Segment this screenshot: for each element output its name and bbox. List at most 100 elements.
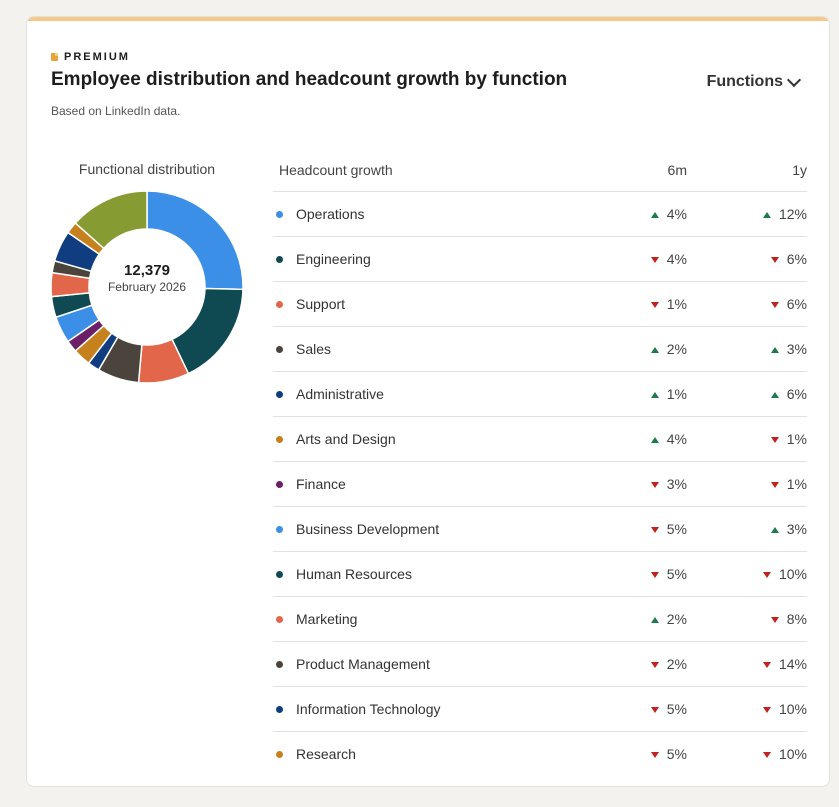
- table-row[interactable]: Arts and Design 4% 1%: [273, 417, 807, 462]
- arrow-down-icon: [650, 662, 659, 669]
- legend-dot: [276, 300, 283, 308]
- legend-dot: [276, 390, 283, 398]
- arrow-up-icon: [650, 392, 659, 399]
- arrow-down-icon: [770, 437, 779, 444]
- table-row[interactable]: Operations 4% 12%: [273, 192, 807, 237]
- col-header-6m[interactable]: 6m: [667, 161, 687, 178]
- function-name: Operations: [296, 206, 365, 222]
- function-name: Administrative: [296, 386, 384, 402]
- arrow-down-icon: [762, 752, 771, 759]
- growth-6m: 5%: [603, 566, 693, 582]
- arrow-up-icon: [770, 527, 779, 534]
- arrow-up-icon: [650, 437, 659, 444]
- distribution-label: Functional distribution: [78, 161, 216, 177]
- growth-value: 1%: [666, 386, 687, 402]
- growth-value: 6%: [786, 251, 807, 267]
- table-row[interactable]: Business Development 5% 3%: [273, 507, 807, 552]
- table-row[interactable]: Human Resources 5% 10%: [273, 552, 807, 597]
- total-employees: 12,379: [124, 262, 170, 279]
- growth-value: 5%: [666, 701, 687, 717]
- arrow-down-icon: [650, 527, 659, 534]
- table-row[interactable]: Marketing 2% 8%: [273, 597, 807, 642]
- arrow-down-icon: [650, 257, 659, 264]
- arrow-down-icon: [762, 572, 771, 579]
- function-name: Marketing: [296, 611, 358, 627]
- table-row[interactable]: Finance 3% 1%: [273, 462, 807, 507]
- legend-dot: [276, 525, 283, 533]
- growth-6m: 2%: [603, 611, 693, 627]
- growth-value: 3%: [786, 521, 807, 537]
- growth-value: 4%: [666, 206, 687, 222]
- table-body: Operations 4% 12% Engineering 4% 6% Support 1% 6…: [273, 192, 807, 776]
- growth-6m: 4%: [603, 206, 693, 222]
- growth-value: 8%: [786, 611, 807, 627]
- premium-label: PREMIUM: [64, 51, 130, 63]
- function-name: Engineering: [296, 251, 371, 267]
- growth-6m: 2%: [603, 656, 693, 672]
- arrow-up-icon: [762, 212, 771, 219]
- table-row[interactable]: Administrative 1% 6%: [273, 372, 807, 417]
- growth-1y: 8%: [693, 611, 807, 627]
- function-name: Arts and Design: [296, 431, 396, 447]
- growth-value: 1%: [786, 476, 807, 492]
- growth-1y: 3%: [693, 521, 807, 537]
- premium-badge: PREMIUM: [51, 51, 130, 63]
- legend-dot: [276, 480, 283, 488]
- table-row[interactable]: Information Technology 5% 10%: [273, 687, 807, 732]
- table-row[interactable]: Sales 2% 3%: [273, 327, 807, 372]
- functions-dropdown[interactable]: Functions: [706, 72, 802, 91]
- arrow-down-icon: [770, 617, 779, 624]
- growth-6m: 5%: [603, 521, 693, 537]
- table-row[interactable]: Support 1% 6%: [273, 282, 807, 327]
- total-date: February 2026: [107, 280, 187, 294]
- arrow-up-icon: [650, 617, 659, 624]
- arrow-up-icon: [650, 347, 659, 354]
- table-row[interactable]: Product Management 2% 14%: [273, 642, 807, 687]
- arrow-down-icon: [650, 572, 659, 579]
- growth-6m: 4%: [603, 431, 693, 447]
- legend-dot: [276, 615, 283, 623]
- growth-value: 2%: [666, 656, 687, 672]
- function-name: Sales: [296, 341, 332, 357]
- growth-value: 2%: [666, 611, 687, 627]
- arrow-up-icon: [770, 347, 779, 354]
- functions-dropdown-label: Functions: [706, 73, 783, 90]
- growth-6m: 5%: [603, 746, 693, 762]
- col-header-1y[interactable]: 1y: [792, 161, 807, 178]
- chevron-down-icon: [786, 72, 802, 87]
- donut-slice-other[interactable]: [74, 190, 148, 250]
- table-row[interactable]: Research 5% 10%: [273, 732, 807, 776]
- table-header: Headcount growth 6m 1y: [273, 148, 807, 192]
- growth-6m: 3%: [603, 476, 693, 492]
- growth-1y: 10%: [693, 566, 807, 582]
- growth-1y: 6%: [693, 251, 807, 267]
- growth-1y: 10%: [693, 746, 807, 762]
- growth-value: 5%: [666, 566, 687, 582]
- growth-value: 2%: [666, 341, 687, 357]
- card-accent-bar: [27, 17, 829, 21]
- arrow-up-icon: [770, 392, 779, 399]
- legend-dot: [276, 660, 283, 668]
- growth-value: 6%: [786, 296, 807, 312]
- function-name: Research: [296, 746, 356, 762]
- growth-value: 1%: [786, 431, 807, 447]
- legend-dot: [276, 255, 283, 263]
- growth-1y: 1%: [693, 476, 807, 492]
- arrow-down-icon: [650, 482, 659, 489]
- growth-value: 3%: [666, 476, 687, 492]
- growth-value: 4%: [666, 431, 687, 447]
- function-name: Product Management: [296, 656, 430, 672]
- function-name: Support: [296, 296, 346, 312]
- legend-dot: [276, 705, 283, 713]
- growth-value: 4%: [666, 251, 687, 267]
- function-name: Finance: [296, 476, 346, 492]
- functional-distribution-donut[interactable]: [49, 189, 245, 385]
- premium-icon: [51, 53, 58, 61]
- growth-value: 3%: [786, 341, 807, 357]
- growth-1y: 1%: [693, 431, 807, 447]
- growth-1y: 6%: [693, 386, 807, 402]
- function-name: Information Technology: [296, 701, 441, 717]
- growth-value: 10%: [778, 566, 807, 582]
- legend-dot: [276, 345, 283, 353]
- table-row[interactable]: Engineering 4% 6%: [273, 237, 807, 282]
